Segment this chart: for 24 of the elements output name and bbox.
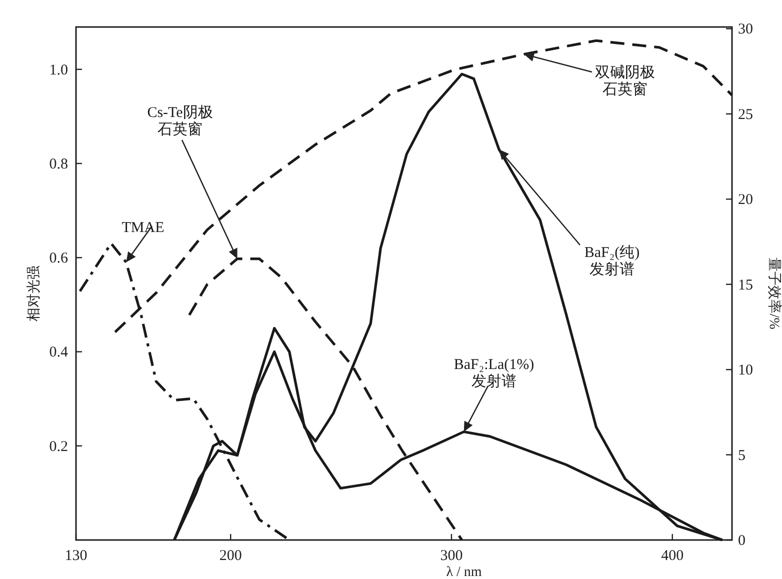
- y-axis-title: 相对光强: [26, 266, 42, 322]
- y-tick-label: 0.6: [49, 250, 68, 267]
- text: BaF₂:La(1%)发射谱: [454, 357, 534, 390]
- y2-tick-label: 20: [738, 192, 753, 208]
- y2-tick-label: 15: [738, 277, 753, 294]
- y2-tick-label: 5: [738, 448, 746, 464]
- y-tick-label: 1.0: [49, 62, 68, 78]
- x-tick-label: 300: [440, 548, 463, 564]
- y2-tick-label: 0: [738, 533, 746, 549]
- series-label: BaF₂(纯)发射谱: [584, 244, 640, 278]
- y2-axis-title: 量子效率/%: [766, 258, 782, 330]
- x-tick-label: 200: [219, 548, 242, 564]
- x-tick-label: 400: [661, 548, 684, 564]
- series-label: 双碱阴极石英窗: [595, 64, 655, 98]
- y2-tick-label: 25: [738, 106, 753, 123]
- y-tick-label: 0.4: [49, 344, 68, 361]
- series-label: TMAE: [122, 220, 164, 236]
- y-tick-label: 0.2: [49, 438, 68, 455]
- y2-tick-label: 10: [738, 362, 753, 379]
- text: Cs-Te阴极石英窗: [147, 104, 213, 138]
- x-axis-title: λ / nm: [446, 565, 482, 579]
- y-tick-label: 0.8: [49, 156, 68, 172]
- y2-tick-label: 30: [738, 22, 753, 38]
- x-tick-label: 130: [64, 548, 88, 564]
